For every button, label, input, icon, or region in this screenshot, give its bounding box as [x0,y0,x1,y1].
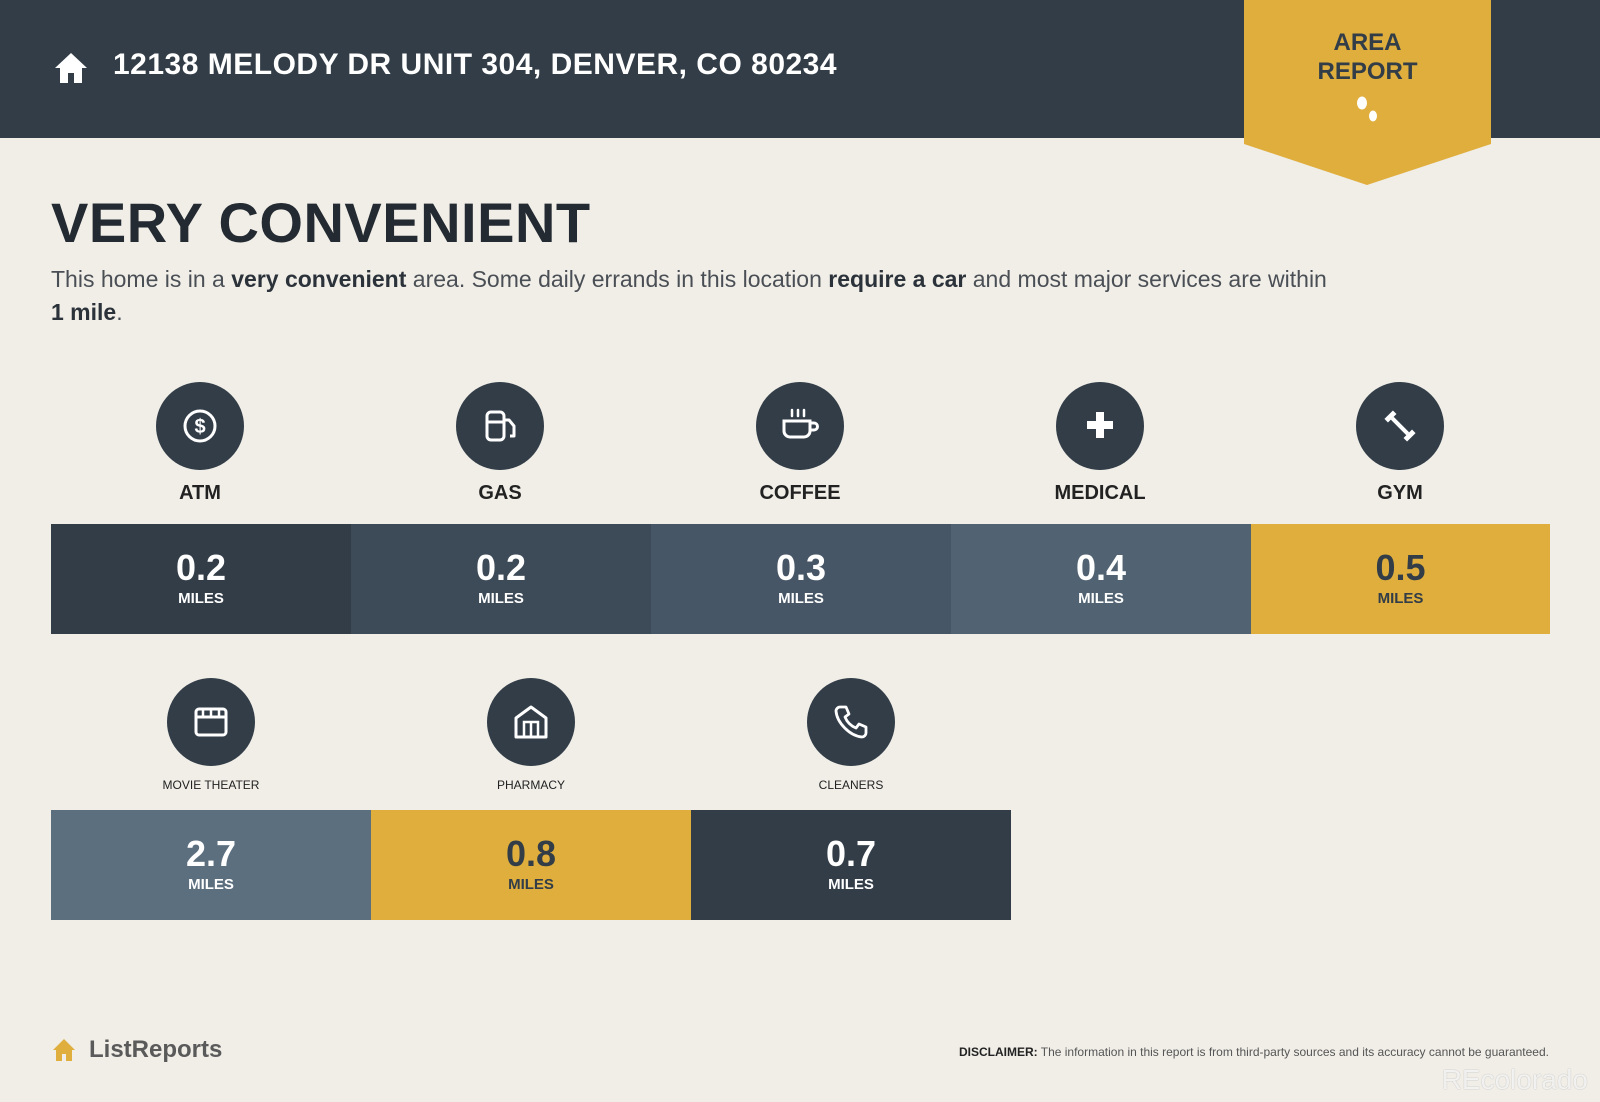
phone-icon [834,705,868,739]
category-gas: GAS [450,382,550,505]
category-label: CLEANERS [818,778,884,792]
pharmacy-building-icon [514,705,548,739]
category-label: PHARMACY [496,778,565,792]
distance-cell-gym: 0.5 MILES [1251,524,1550,634]
category-gym: GYM [1350,382,1450,505]
category-label: MOVIE THEATER [162,778,260,792]
category-label: GYM [1377,482,1423,504]
convenience-headline: VERY CONVENIENT [51,191,591,254]
distance-value: 0.5 [1375,547,1426,588]
distance-row-2: 2.7 MILES 0.8 MILES 0.7 MILES [51,810,1011,920]
plus-icon [1087,412,1113,438]
watermark: REcolorado [1441,1064,1588,1095]
convenience-summary: This home is in a very convenient area. … [51,266,1327,325]
property-address: 12138 MELODY DR UNIT 304, DENVER, CO 802… [113,48,838,81]
distance-unit: MILES [178,590,224,607]
distance-cell-cleaners: 0.7 MILES [691,810,1011,920]
distance-cell-medical: 0.4 MILES [951,524,1251,634]
distance-row-1: 0.2 MILES 0.2 MILES 0.3 MILES 0.4 MILES … [51,524,1550,634]
distance-unit: MILES [188,876,234,893]
coffee-cup-icon [782,408,819,439]
brand-name: ListReports [89,1036,223,1063]
disclaimer: DISCLAIMER: The information in this repo… [958,1045,1549,1059]
distance-value: 2.7 [185,833,237,874]
category-label: ATM [179,482,221,504]
distance-unit: MILES [828,876,874,893]
category-cleaners: CLEANERS [771,678,931,792]
distance-value: 0.8 [505,833,557,874]
distance-value: 0.7 [825,833,877,874]
svg-text:$: $ [194,416,205,438]
category-label: COFFEE [759,482,841,504]
category-label: GAS [478,482,522,504]
listreports-logo-icon [53,1039,75,1061]
category-medical: MEDICAL [1050,382,1150,505]
distance-value: 0.2 [475,547,527,588]
category-atm: $ ATM [150,382,250,505]
category-movie-theater: MOVIE THEATER [131,678,291,792]
dumbbell-icon [1384,410,1416,442]
distance-value: 0.3 [775,547,827,588]
home-icon [55,53,87,83]
distance-cell-gas: 0.2 MILES [351,524,651,634]
ribbon-line-2: REPORT [1317,58,1418,85]
area-report-ribbon: AREA REPORT [1244,0,1491,185]
distance-value: 0.4 [1075,547,1127,588]
gas-pump-icon [485,410,516,442]
header-bar: 12138 MELODY DR UNIT 304, DENVER, CO 802… [0,0,1600,185]
distance-cell-coffee: 0.3 MILES [651,524,951,634]
distance-cell-pharmacy: 0.8 MILES [371,810,691,920]
dollar-icon: $ [183,409,217,443]
distance-unit: MILES [1078,590,1124,607]
category-label: MEDICAL [1054,482,1146,504]
ribbon-line-1: AREA [1333,29,1402,56]
distance-cell-movie-theater: 2.7 MILES [51,810,371,920]
film-screen-icon [194,707,228,737]
distance-unit: MILES [1377,590,1424,607]
distance-cell-atm: 0.2 MILES [51,524,351,634]
category-coffee: COFFEE [750,382,850,505]
category-pharmacy: PHARMACY [451,678,611,792]
distance-unit: MILES [508,876,554,893]
distance-unit: MILES [778,590,824,607]
distance-value: 0.2 [175,547,227,588]
distance-unit: MILES [478,590,524,607]
